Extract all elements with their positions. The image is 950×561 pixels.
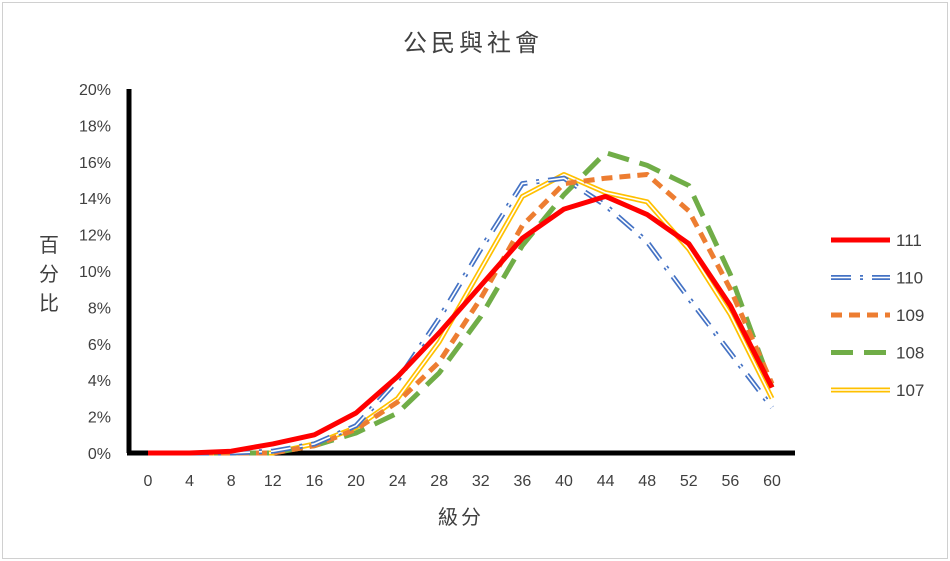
x-tick-label: 32 <box>472 473 490 490</box>
legend-item-110: 110 <box>831 269 923 288</box>
x-axis-title: 級分 <box>438 505 484 529</box>
x-tick-label: 56 <box>722 473 740 490</box>
y-tick-label: 16% <box>79 155 111 172</box>
x-tick-label: 12 <box>264 473 282 490</box>
x-tick-label: 44 <box>597 473 615 490</box>
x-tick-label: 20 <box>347 473 365 490</box>
legend-label: 110 <box>896 269 923 288</box>
legend-item-109: 109 <box>831 306 924 325</box>
y-tick-label: 4% <box>88 373 111 390</box>
legend-item-111: 111 <box>831 231 922 250</box>
series-110-line <box>148 175 774 456</box>
series-108-line <box>148 150 775 456</box>
series-109-line <box>148 172 775 456</box>
y-ticks: 0% 2% 4% 6% 8% 10% 12% 14% 16% 18% 20% <box>79 82 111 463</box>
series-110-stroke <box>148 177 773 454</box>
x-tick-label: 8 <box>227 473 236 490</box>
y-tick-label: 20% <box>79 82 111 99</box>
y-axis-title-char: 百 <box>39 233 59 257</box>
y-tick-label: 12% <box>79 228 111 245</box>
y-axis-title-char: 比 <box>39 291 59 315</box>
y-tick-label: 18% <box>79 118 111 135</box>
x-tick-label: 48 <box>638 473 656 490</box>
y-tick-label: 10% <box>79 264 111 281</box>
chart-title: 公民與社會 <box>403 29 543 57</box>
legend-label: 109 <box>896 306 924 325</box>
series-111-line <box>148 193 775 456</box>
legend-item-107: 107 <box>831 381 924 400</box>
x-tick-label: 52 <box>680 473 698 490</box>
y-tick-label: 2% <box>88 410 111 427</box>
y-axis-title: 百分比 <box>39 233 59 315</box>
chart-svg: 公民與社會 百分比 0% 2% 4% 6% 8% 10% 12% 14% 16% 18% 20% 0… <box>39 29 924 529</box>
x-tick-label: 4 <box>185 473 194 490</box>
x-tick-label: 40 <box>555 473 573 490</box>
series-107-stroke <box>148 173 773 454</box>
series-108-stroke <box>148 150 775 456</box>
series-109-stroke <box>148 172 775 456</box>
legend-label: 111 <box>896 231 922 250</box>
legend-label: 108 <box>896 344 924 363</box>
series-110-stroke <box>148 175 774 456</box>
y-tick-label: 0% <box>88 446 111 463</box>
series-107-line <box>148 172 775 456</box>
y-tick-label: 8% <box>88 300 111 317</box>
series-111-stroke <box>148 193 775 456</box>
legend-item-108: 108 <box>831 344 924 363</box>
series-layer <box>148 150 775 456</box>
x-tick-label: 28 <box>430 473 448 490</box>
x-ticks: 0 4 8 12 16 20 24 28 32 36 40 44 48 52 56 60 <box>144 473 781 490</box>
series-107-stroke <box>148 172 775 456</box>
x-tick-label: 24 <box>389 473 407 490</box>
legend: 111 110 109 108 107 <box>831 231 924 400</box>
y-tick-label: 14% <box>79 191 111 208</box>
x-tick-label: 0 <box>144 473 153 490</box>
x-tick-label: 36 <box>514 473 532 490</box>
y-tick-label: 6% <box>88 337 111 354</box>
x-tick-label: 60 <box>763 473 781 490</box>
y-axis-title-char: 分 <box>39 262 59 286</box>
x-tick-label: 16 <box>306 473 324 490</box>
legend-label: 107 <box>896 381 924 400</box>
